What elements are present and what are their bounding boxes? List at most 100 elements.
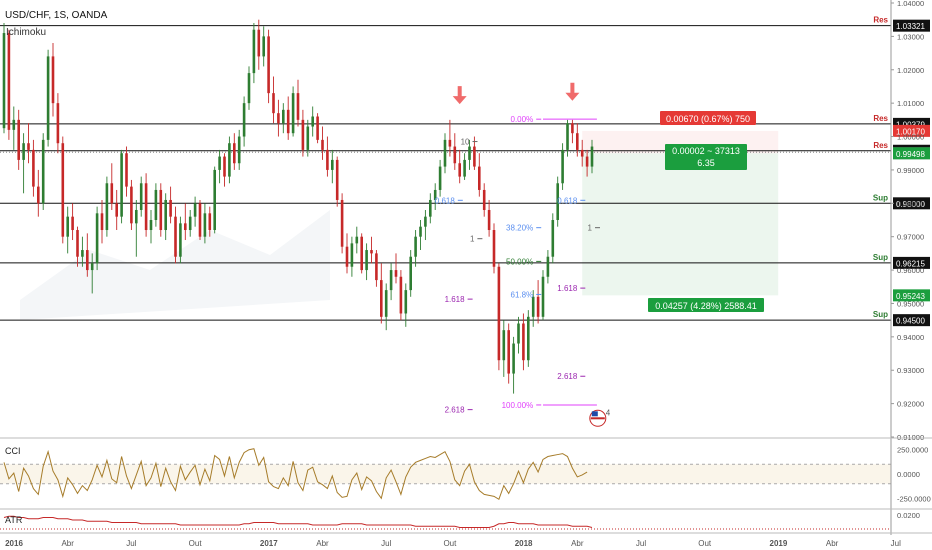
watermark-shape xyxy=(20,210,330,320)
symbol-title: USD/CHF, 1S, OANDA xyxy=(5,10,108,21)
candle-body xyxy=(237,136,241,164)
y-tick-label: 0.98000 xyxy=(897,199,924,208)
target-label: 0.04257 (4.28%) 2588.41 xyxy=(655,301,757,311)
candle-body xyxy=(56,103,60,144)
candle-body xyxy=(184,223,187,231)
candle-body xyxy=(81,250,84,257)
fib-level-label: 38.20% xyxy=(506,224,533,233)
candle-body xyxy=(7,33,11,130)
candle-body xyxy=(41,139,45,204)
main-price-pane: Res Res Res Sup Sup Sup 0.00% 38.20% 50.00% 61.8%… xyxy=(0,16,891,427)
x-tick-label: 2018 xyxy=(515,539,533,548)
candle-body xyxy=(286,109,290,134)
candle-body xyxy=(360,236,363,271)
candle-body xyxy=(169,199,172,217)
candle-body xyxy=(585,156,589,167)
candle-body xyxy=(409,256,412,291)
candle-body xyxy=(424,216,427,227)
candle-body xyxy=(365,250,368,271)
y-tick-label: 1.04000 xyxy=(897,0,924,8)
cci-tick-label: 0.0000 xyxy=(897,470,920,479)
fib-level-label: 1 xyxy=(470,235,475,244)
candle-body xyxy=(61,143,65,237)
sr-level-tag: Sup xyxy=(873,310,888,319)
y-tick-label: 0.96000 xyxy=(897,266,924,275)
candle-body xyxy=(350,243,354,267)
candle-body xyxy=(551,220,555,257)
fib-level-label: 61.8% xyxy=(511,290,534,299)
candle-body xyxy=(541,276,545,317)
candle-body xyxy=(164,199,167,231)
level-price-label: 1.03321 xyxy=(896,22,925,31)
candle-body xyxy=(384,290,388,317)
x-tick-label: Abr xyxy=(826,539,839,548)
sr-level-tag: Res xyxy=(873,16,888,25)
x-tick-label: Jul xyxy=(126,539,136,548)
level-price-box xyxy=(893,256,930,269)
candle-body xyxy=(120,153,123,217)
candle-body xyxy=(326,149,329,170)
price-tag-label: 0.95243 xyxy=(896,292,925,301)
candle-body xyxy=(429,199,432,217)
candle-body xyxy=(492,230,496,267)
x-tick-label: Out xyxy=(698,539,712,548)
candle-body xyxy=(478,166,481,190)
candle-body xyxy=(228,143,231,177)
candle-body xyxy=(355,236,359,244)
y-tick-label: 0.95000 xyxy=(897,299,924,308)
x-tick-label: 2019 xyxy=(770,539,788,548)
x-tick-label: 2017 xyxy=(260,539,278,548)
candle-body xyxy=(291,93,295,134)
candle-body xyxy=(331,159,334,170)
candle-body xyxy=(375,253,378,281)
fib-level-label: 1.618 xyxy=(445,295,466,304)
candle-body xyxy=(556,183,559,220)
candle-body xyxy=(282,109,285,124)
candle-body xyxy=(179,223,182,257)
candle-body xyxy=(203,213,207,237)
cci-tick-label: -250.0000 xyxy=(897,494,931,503)
event-count: 4 xyxy=(606,408,611,417)
fib-level-label: 2.618 xyxy=(557,372,578,381)
cci-tick-label: 250.0000 xyxy=(897,446,928,455)
cci-line xyxy=(3,448,588,500)
candle-body xyxy=(105,183,109,231)
candle-body xyxy=(468,146,471,160)
sr-level-tag: Sup xyxy=(873,253,888,262)
candle-body xyxy=(590,146,594,167)
candle-body xyxy=(208,213,212,231)
candle-body xyxy=(306,126,310,150)
indicator-name: Ichimoku xyxy=(6,27,46,38)
candle-body xyxy=(135,209,138,224)
cci-pane: CCI xyxy=(0,446,891,500)
candle-body xyxy=(159,189,163,231)
entry-label-text: 0.00002 ~ 37313 xyxy=(672,146,740,156)
level-price-box xyxy=(893,197,930,210)
candle-body xyxy=(527,316,530,361)
candle-body xyxy=(502,330,506,361)
candle-body xyxy=(188,216,192,231)
x-tick-label: Jul xyxy=(891,539,901,548)
candle-body xyxy=(37,186,40,204)
candle-body xyxy=(247,73,251,104)
target-label-box xyxy=(648,298,764,312)
entry-sub-label: 6.35 xyxy=(697,158,715,168)
stop-loss-label-box xyxy=(660,111,756,125)
atr-line xyxy=(3,515,593,528)
candle-body xyxy=(345,246,349,267)
fib-level-label: 0.618 xyxy=(435,196,456,205)
candle-body xyxy=(316,116,319,140)
candle-body xyxy=(144,183,148,231)
candle-body xyxy=(32,149,35,187)
atr-label: ATR xyxy=(5,515,23,525)
candle-body xyxy=(301,119,305,150)
candle-body xyxy=(399,276,403,314)
y-tick-label: 0.99000 xyxy=(897,166,924,175)
candle-body xyxy=(223,156,226,177)
candle-body xyxy=(95,213,99,264)
candle-body xyxy=(100,213,104,231)
candle-body xyxy=(242,103,246,137)
level-price-label: 0.96215 xyxy=(896,259,925,268)
